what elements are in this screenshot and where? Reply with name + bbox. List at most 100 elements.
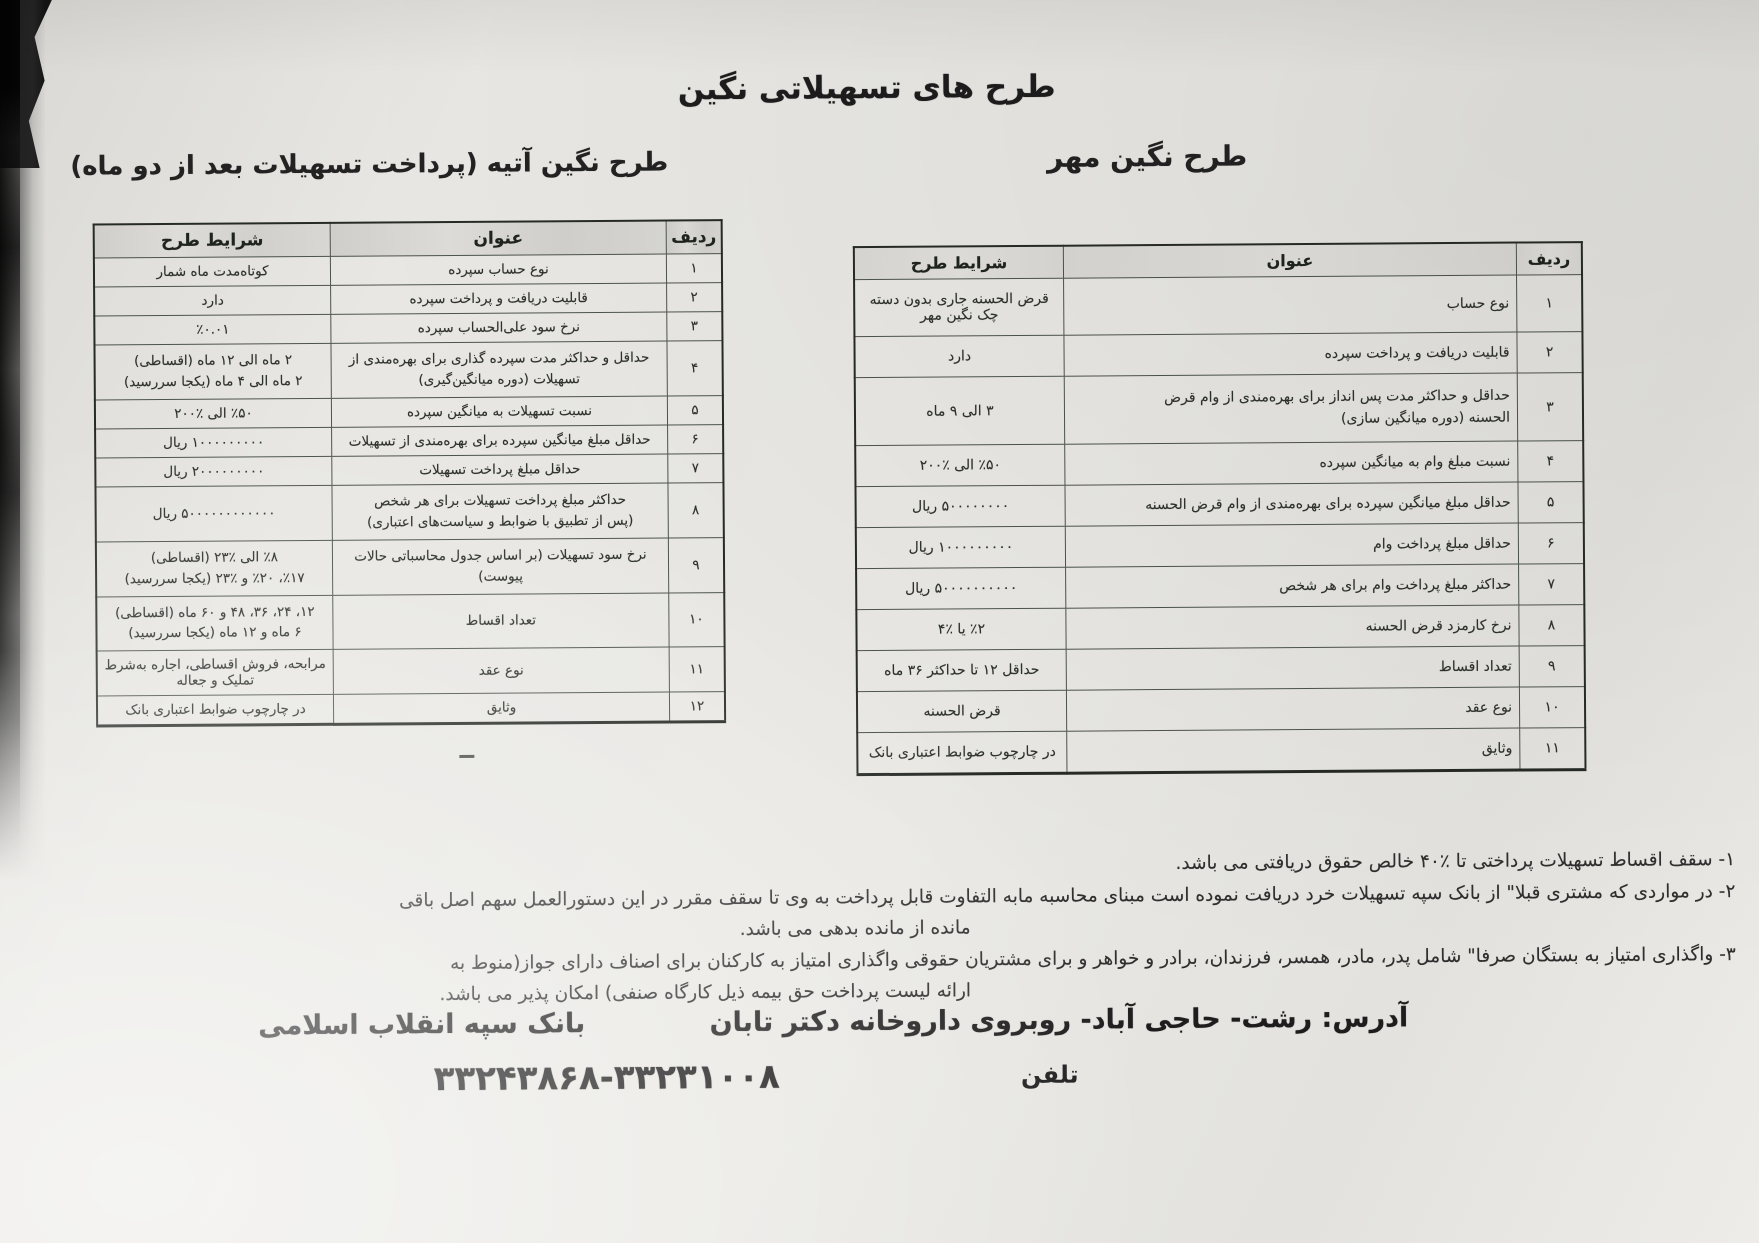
conditions-cell: ۱۲، ۲۴، ۳۶، ۴۸ و ۶۰ ماه (اقساطی) ۶ ماه و … (96, 594, 334, 652)
title-cell: نرخ سود تسهیلات (بر اساس جدول محاسباتی ح… (332, 537, 669, 595)
title-cell: وثایق (1066, 728, 1520, 774)
column-header-row-number: ردیف (1516, 242, 1583, 276)
table-row: ۹ نرخ سود تسهیلات (بر اساس جدول محاسباتی … (95, 537, 725, 597)
header-row: ردیف عنوان شرایط طرح (853, 242, 1583, 280)
conditions-cell: ۵۰۰۰۰۰۰۰۰۰۰ ریال (856, 567, 1066, 611)
table-row: ۸ نرخ کارمزد قرض الحسنه ٪۲ یا ٪۴ (856, 604, 1585, 652)
phone-number: ۳۳۲۴۳۸۶۸-۳۳۲۳۱۰۰۸ (433, 1056, 780, 1100)
title-cell: قابلیت دریافت و پرداخت سپرده (1063, 332, 1518, 377)
conditions-cell: مرابحه، فروش اقساطی، اجاره به‌شرط تملیک … (96, 649, 334, 697)
conditions-cell: کوتاه‌مدت ماه شمار (93, 256, 331, 287)
conditions-cell: ٪۰.۰۱ (94, 314, 331, 345)
conditions-cell: دارد (94, 285, 331, 316)
cell-line: نرخ سود تسهیلات (بر اساس جدول محاسباتی ح… (354, 546, 647, 565)
row-number-cell: ۱ (1516, 274, 1583, 333)
phone-label: تلفن (1020, 1060, 1079, 1090)
row-number-cell: ۱۰ (668, 592, 725, 648)
table-row: ۱۱ نوع عقد مرابحه، فروش اقساطی، اجاره به‌ش… (96, 646, 725, 697)
cell-line: ٪۱۷، ٪۲۰ و ٪۲۳ (یکجا سررسید) (124, 569, 305, 587)
cell-line: الحسنه (دوره میانگین سازی) (1340, 409, 1511, 427)
bank-name: بانک سپه انقلاب اسلامی (258, 1008, 586, 1042)
table-row: ۱۱ وثایق در چارچوب ضوابط اعتباری بانک (857, 727, 1586, 776)
column-header-title: عنوان (330, 220, 667, 257)
conditions-cell: ٪۲ یا ٪۴ (856, 608, 1067, 652)
scan-artifact-dash (459, 754, 475, 758)
title-cell: نوع حساب سپرده (330, 253, 667, 286)
title-cell: حداکثر مبلغ پرداخت تسهیلات برای هر شخص (پ… (331, 482, 669, 541)
row-number-cell: ۲ (1516, 331, 1583, 374)
row-number-cell: ۲ (666, 282, 723, 312)
table-row: ۱ نوع حساب قرض الحسنه جاری بدون دسته چک نگ… (854, 274, 1583, 337)
negin-mehr-table: ردیف عنوان شرایط طرح ۱ نوع حساب قرض الحسنه… (852, 241, 1587, 777)
row-number-cell: ۳ (666, 311, 723, 341)
title-cell: نسبت تسهیلات به میانگین سپرده (331, 395, 668, 428)
row-number-cell: ۴ (1517, 440, 1584, 483)
table-row: ۶ حداقل مبلغ میانگین سپرده برای بهره‌مندی… (95, 424, 724, 458)
row-number-cell: ۱۲ (669, 691, 726, 723)
column-header-row-number: ردیف (666, 220, 722, 254)
cell-line: حداقل و حداکثر مدت سپرده گذاری برای بهره… (348, 349, 650, 368)
conditions-cell: در چارچوب ضوابط اعتباری بانک (857, 731, 1068, 776)
title-cell: حداقل و حداکثر مدت سپرده گذاری برای بهره… (330, 340, 668, 399)
negin-atiyeh-table: ردیف عنوان شرایط طرح ۱ نوع حساب سپرده کوتا… (92, 219, 727, 728)
conditions-cell: قرض الحسنه جاری بدون دسته چک نگین مهر (854, 278, 1064, 337)
table-row: ۴ نسبت مبلغ وام به میانگین سپرده ٪۵۰ الی ٪… (855, 440, 1584, 488)
table-row: ۸ حداکثر مبلغ پرداخت تسهیلات برای هر شخص (… (95, 482, 724, 542)
title-cell: وثایق (333, 692, 670, 725)
cell-line: ۲ ماه الی ۴ ماه (یکجا سررسید) (123, 372, 303, 391)
address-text: آدرس: رشت- حاجی آباد- روبروی داروخانه دک… (709, 1002, 1409, 1039)
conditions-cell: در چارچوب ضوابط اعتباری بانک (96, 694, 334, 727)
title-cell: حداقل مبلغ پرداخت تسهیلات (331, 453, 668, 486)
page-title: طرح های تسهیلاتی نگین (677, 68, 1056, 108)
table-row: ۱۰ نوع عقد قرض الحسنه (856, 686, 1586, 734)
table-row: ۳ نرخ سود علی‌الحساب سپرده ٪۰.۰۱ (94, 311, 723, 345)
title-cell: حداقل مبلغ پرداخت وام (1065, 523, 1519, 568)
row-number-cell: ۷ (667, 453, 724, 483)
table-row: ۶ حداقل مبلغ پرداخت وام ۱۰۰۰۰۰۰۰۰۰ ریال (855, 522, 1585, 570)
conditions-cell: ۱۰۰۰۰۰۰۰۰۰ ریال (95, 427, 332, 458)
cell-line: (پس از تطبیق با ضوابط و سیاست‌های اعتبار… (367, 512, 634, 531)
conditions-cell: قرض الحسنه (856, 690, 1067, 734)
cell-line: ۲ ماه الی ۱۲ ماه (اقساطی) (133, 352, 293, 370)
cell-line: حداقل و حداکثر مدت پس انداز برای بهره‌من… (1164, 387, 1510, 407)
table-row: ۵ نسبت تسهیلات به میانگین سپرده ٪۵۰ الی ٪۲… (94, 395, 724, 429)
table-row: ۲ قابلیت دریافت و پرداخت سپرده دارد (854, 331, 1583, 378)
column-header-title: عنوان (1063, 242, 1517, 279)
title-cell: قابلیت دریافت و پرداخت سپرده (330, 282, 667, 315)
table-row: ۹ تعداد اقساط حداقل ۱۲ تا حداکثر ۳۶ ماه (856, 645, 1585, 693)
conditions-cell: حداقل ۱۲ تا حداکثر ۳۶ ماه (856, 649, 1067, 693)
phone-line: تلفن ۳۳۲۴۳۸۶۸-۳۳۲۳۱۰۰۸ (433, 1055, 1079, 1100)
row-number-cell: ۵ (667, 395, 724, 425)
cell-line: پیوست) (478, 568, 523, 585)
conditions-cell: ٪۵۰ الی ٪۲۰۰ (855, 444, 1065, 488)
title-cell: نرخ کارمزد قرض الحسنه (1065, 605, 1520, 650)
conditions-cell: ٪۵۰ الی ٪۲۰۰ (94, 398, 332, 429)
row-number-cell: ۱۱ (669, 646, 725, 693)
title-cell: تعداد اقساط (332, 592, 670, 650)
title-cell: نوع عقد (333, 647, 670, 695)
column-header-conditions: شرایط طرح (853, 245, 1064, 280)
conditions-cell: ۱۰۰۰۰۰۰۰۰۰ ریال (855, 526, 1066, 570)
cell-line: ۱۲، ۲۴، ۳۶، ۴۸ و ۶۰ ماه (اقساطی) (115, 603, 315, 621)
title-cell: حداقل مبلغ میانگین سپرده برای بهره‌مندی … (1064, 482, 1519, 527)
conditions-cell: دارد (854, 335, 1065, 378)
column-header-conditions: شرایط طرح (93, 222, 331, 258)
cell-line: حداکثر مبلغ پرداخت تسهیلات برای هر شخص (374, 491, 627, 510)
row-number-cell: ۹ (1519, 645, 1585, 688)
footnotes: ۱- سقف اقساط تسهیلات پرداختی تا ٪۴۰ خالص… (29, 844, 1736, 1013)
row-number-cell: ۱۱ (1519, 727, 1586, 771)
row-number-cell: ۵ (1517, 481, 1584, 524)
title-cell: حداقل و حداکثر مدت پس انداز برای بهره‌من… (1064, 373, 1518, 445)
table-header: ردیف عنوان شرایط طرح (93, 220, 722, 258)
table-row: ۷ حداکثر مبلغ پرداخت وام برای هر شخص ۵۰۰۰۰… (856, 563, 1585, 611)
title-cell: نوع حساب (1063, 275, 1517, 336)
table-row: ۷ حداقل مبلغ پرداخت تسهیلات ۲۰۰۰۰۰۰۰۰۰ ریا… (95, 453, 724, 487)
table-row: ۱۲ وثایق در چارچوب ضوابط اعتباری بانک (96, 691, 726, 727)
conditions-cell: ۳ الی ۹ ماه (854, 376, 1065, 447)
section-title-negin-mehr: طرح نگین مهر (1047, 139, 1248, 174)
scan-artifact-left-band (0, 0, 46, 880)
table-body: ۱ نوع حساب قرض الحسنه جاری بدون دسته چک نگ… (854, 274, 1586, 776)
row-number-cell: ۹ (668, 537, 725, 593)
